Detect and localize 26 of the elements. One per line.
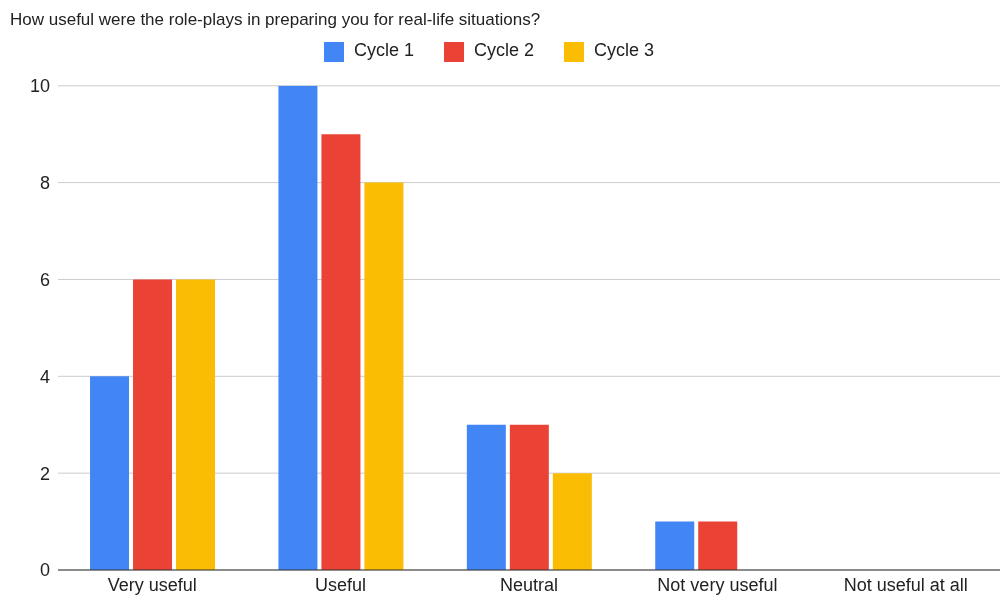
bar xyxy=(552,473,592,570)
chart-title: How useful were the role-plays in preparing you for real-life situations? xyxy=(9,9,542,31)
y-tick-label: 8 xyxy=(39,173,50,193)
bar xyxy=(90,376,130,570)
y-tick-label: 6 xyxy=(39,269,50,290)
x-tick-label: Very useful xyxy=(107,574,197,595)
bar xyxy=(321,134,361,570)
legend-label: Cycle 3 xyxy=(594,40,655,60)
y-tick-label: 4 xyxy=(39,366,50,387)
x-tick-label: Not useful at all xyxy=(843,574,968,595)
legend-label: Cycle 1 xyxy=(353,40,414,60)
bar xyxy=(176,279,216,570)
x-tick-label: Not very useful xyxy=(657,574,778,595)
y-tick-label: 0 xyxy=(39,560,50,581)
bar xyxy=(278,85,318,570)
bar xyxy=(509,424,549,570)
bar xyxy=(133,279,173,570)
legend-label: Cycle 2 xyxy=(473,40,535,60)
x-tick-label: Neutral xyxy=(499,574,559,595)
y-tick-label: 2 xyxy=(39,463,50,484)
bar xyxy=(364,182,404,570)
bar xyxy=(698,521,738,570)
y-tick-label: 10 xyxy=(29,76,50,97)
bar xyxy=(655,521,695,570)
x-tick-label: Useful xyxy=(315,574,367,595)
bar xyxy=(466,424,506,570)
